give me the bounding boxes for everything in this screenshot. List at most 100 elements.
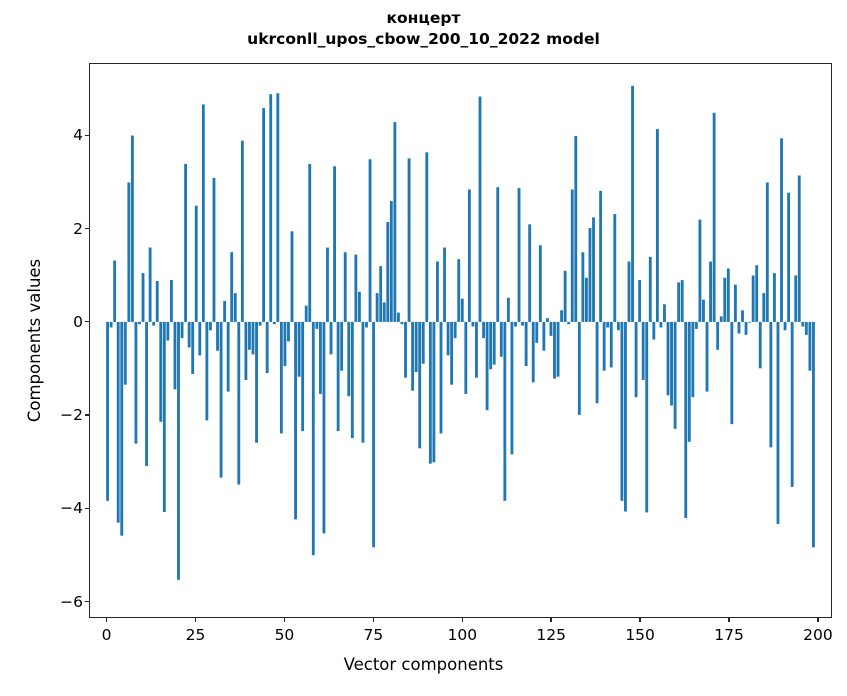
bar — [719, 316, 723, 322]
bar — [680, 280, 684, 322]
bar — [762, 293, 766, 322]
bar — [187, 321, 191, 348]
bar — [283, 321, 287, 367]
bar — [478, 96, 482, 322]
chart-title: концерт ukrconll_upos_cbow_200_10_2022 m… — [0, 8, 847, 49]
y-tick-mark — [84, 600, 89, 603]
bar — [368, 159, 372, 322]
bar — [141, 273, 145, 322]
bar — [691, 321, 695, 398]
bar — [304, 305, 308, 322]
x-axis-label: Vector components — [343, 655, 504, 674]
bar — [790, 321, 794, 487]
bar — [606, 321, 610, 328]
bar — [726, 268, 730, 322]
bar — [812, 321, 815, 548]
bar — [716, 321, 720, 350]
bar — [123, 321, 127, 385]
y-axis-label: Components values — [25, 258, 44, 423]
bar — [393, 122, 397, 322]
bar — [350, 321, 354, 439]
bar — [663, 304, 666, 322]
bar — [169, 280, 173, 322]
bar — [485, 321, 489, 411]
bar — [467, 189, 471, 322]
y-tick-mark — [84, 134, 89, 136]
x-tick-label: 75 — [363, 626, 384, 644]
bar — [751, 275, 755, 322]
bar — [414, 321, 418, 373]
bar — [318, 321, 322, 394]
bar — [808, 321, 812, 371]
y-tick-mark — [84, 321, 89, 323]
x-tick-mark — [194, 617, 197, 622]
bar — [538, 245, 542, 322]
bar — [145, 321, 149, 466]
bar — [130, 135, 134, 322]
y-tick-label: 0 — [73, 312, 83, 331]
bar — [730, 321, 734, 425]
bar — [641, 321, 645, 380]
bar — [712, 112, 716, 322]
bar — [595, 321, 599, 404]
bar — [354, 254, 358, 322]
bar — [212, 177, 216, 322]
bar — [287, 321, 290, 342]
bar — [173, 321, 177, 390]
bar — [592, 217, 595, 322]
bar — [336, 321, 340, 432]
bar — [262, 108, 266, 322]
bar — [372, 321, 376, 548]
bar — [744, 321, 748, 335]
x-tick-label: 100 — [447, 626, 478, 644]
bar — [418, 321, 422, 449]
bar-series — [106, 85, 815, 580]
bar — [177, 321, 180, 580]
x-tick-label: 0 — [101, 626, 112, 644]
bar — [311, 321, 315, 556]
bar — [226, 321, 230, 392]
bar — [400, 321, 404, 325]
bar — [482, 321, 485, 339]
bar — [198, 321, 202, 356]
bar — [645, 321, 649, 513]
x-tick-mark — [728, 617, 730, 622]
bar — [609, 321, 613, 368]
bar — [769, 321, 773, 448]
bar — [648, 256, 652, 322]
bar — [411, 321, 415, 391]
bar — [329, 321, 333, 355]
bar — [297, 321, 301, 377]
bar — [194, 205, 198, 322]
bar — [315, 321, 319, 329]
bar — [514, 321, 517, 327]
bar — [528, 224, 532, 322]
bar — [251, 321, 255, 355]
bar — [535, 321, 539, 343]
bar — [758, 321, 762, 369]
bar — [652, 321, 656, 340]
bar — [382, 302, 386, 322]
y-tick-mark — [84, 507, 89, 510]
bar — [269, 94, 273, 322]
bar — [134, 321, 138, 444]
bar — [375, 293, 379, 322]
bar — [219, 321, 223, 478]
bar — [574, 136, 578, 322]
chart-title-line-1: концерт — [386, 9, 461, 27]
bar — [627, 261, 631, 322]
bar — [499, 321, 503, 357]
bar — [322, 321, 326, 534]
bar — [457, 259, 461, 322]
bar — [347, 321, 351, 397]
plot-surface — [90, 64, 831, 617]
bar — [116, 321, 120, 523]
bar — [191, 321, 195, 374]
y-tick-mark — [84, 414, 89, 416]
bar — [506, 297, 510, 322]
bar — [702, 299, 705, 322]
bar — [521, 321, 524, 326]
bar — [216, 321, 219, 351]
bar — [670, 321, 673, 406]
bar — [694, 321, 698, 329]
